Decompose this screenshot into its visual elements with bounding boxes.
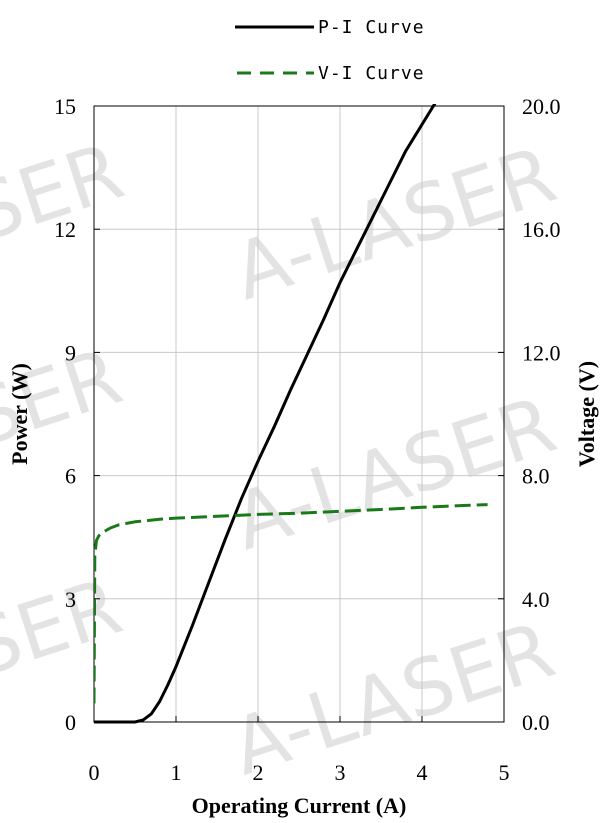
- y-tick-label: 6: [65, 464, 76, 489]
- grid-lines: [94, 106, 504, 722]
- y-tick-label: 9: [65, 340, 76, 365]
- series-layer: [94, 104, 488, 724]
- y-axis-title: Power (W): [7, 363, 32, 465]
- x-axis-title: Operating Current (A): [192, 793, 407, 818]
- y-tick-label: 15: [54, 94, 76, 119]
- y2-tick-label: 4.0: [522, 587, 550, 612]
- y2-axis-title: Voltage (V): [574, 361, 599, 467]
- vi-curve-line: [94, 503, 488, 704]
- y-tick-label: 3: [65, 587, 76, 612]
- plot-frame: [93, 105, 505, 723]
- legend-label-vi: V-I Curve: [318, 63, 425, 84]
- y-tick-label: 0: [65, 710, 76, 735]
- x-tick-label: 2: [253, 760, 264, 785]
- x-tick-label: 4: [417, 760, 428, 785]
- x-tick-label: 3: [335, 760, 346, 785]
- y2-tick-label: 12.0: [522, 340, 561, 365]
- y2-tick-label: 8.0: [522, 464, 550, 489]
- x-tick-label: 0: [89, 760, 100, 785]
- pi-curve-line: [94, 104, 437, 724]
- x-tick-label: 1: [171, 760, 182, 785]
- y2-tick-label: 0.0: [522, 710, 550, 735]
- legend: P-I Curve V-I Curve: [235, 17, 425, 84]
- legend-label-pi: P-I Curve: [318, 17, 425, 38]
- y2-tick-label: 16.0: [522, 217, 561, 242]
- y-tick-label: 12: [54, 217, 76, 242]
- x-tick-label: 5: [499, 760, 510, 785]
- y2-tick-label: 20.0: [522, 94, 561, 119]
